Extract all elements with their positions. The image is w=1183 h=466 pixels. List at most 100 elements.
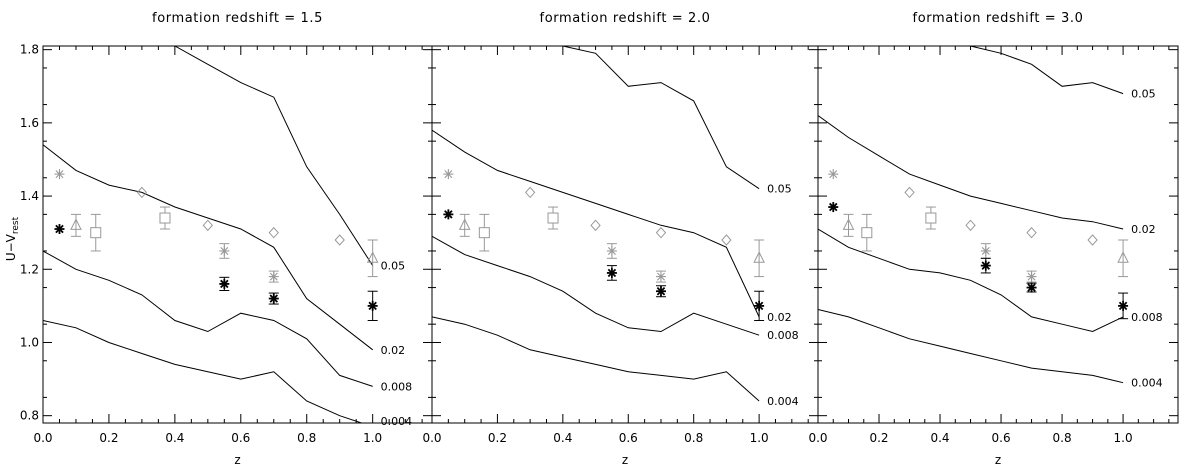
curve-label: 0.02 <box>381 344 406 357</box>
model-curves <box>43 46 374 423</box>
gray-asterisk-point <box>655 271 666 282</box>
gray-square-point <box>90 227 102 239</box>
gray-triangle-errorbar <box>754 239 765 278</box>
y-tick-label: 1.4 <box>20 189 39 203</box>
gray-diamond-point <box>202 219 214 232</box>
x-tick-label: 0.4 <box>930 431 949 445</box>
curve-0.004 <box>43 320 364 423</box>
gray-diamond-point <box>721 234 732 246</box>
black-asterisk-point <box>606 267 617 278</box>
x-tick-label: 0.4 <box>165 431 184 445</box>
gray-diamond-point <box>590 219 601 232</box>
x-tick-label: 1.0 <box>1114 431 1133 445</box>
curve-label: 0.008 <box>1131 311 1163 324</box>
curve-0.05 <box>969 46 1124 95</box>
curve-label: 0.004 <box>767 395 799 408</box>
panel-title: formation redshift = 3.0 <box>913 11 1084 26</box>
gray-triangle-point <box>366 251 379 263</box>
panel-frame <box>42 45 433 424</box>
curve-0.008 <box>43 250 373 387</box>
panel-1: formation redshift = 1.5 0.0 0.2 0.4 0.6 0.8 1… <box>20 11 433 466</box>
curve-label: 0.004 <box>381 415 413 428</box>
gray-triangle-errorbar <box>367 239 378 278</box>
y-axis-label-main: U−V <box>4 233 18 261</box>
y-axis-label: U−Vrest <box>4 216 21 261</box>
model-curves <box>432 46 760 402</box>
gray-asterisk-point <box>980 245 991 256</box>
x-tick-label: 1.0 <box>750 431 769 445</box>
x-tick-label: 0.6 <box>992 431 1011 445</box>
gray-triangle-errorbar <box>1118 239 1129 278</box>
x-tick-label: 0.0 <box>422 431 441 445</box>
gray-asterisk-point <box>54 169 65 180</box>
gray-square-point <box>478 227 490 239</box>
black-asterisk-point <box>655 286 666 297</box>
x-tick-label: 0.2 <box>99 431 118 445</box>
y-tick-label: 1.2 <box>20 262 39 276</box>
panel-title: formation redshift = 2.0 <box>540 11 711 26</box>
x-tick-label: 0.4 <box>553 431 572 445</box>
gray-asterisk-point <box>268 271 279 282</box>
curve-0.004 <box>818 309 1124 384</box>
gray-asterisk-point <box>443 169 454 180</box>
black-asterisk-point <box>219 278 230 289</box>
chart-panels: formation redshift = 1.5 0.0 0.2 0.4 0.6 0.8 1… <box>20 11 1179 466</box>
panel-frame <box>817 45 1179 424</box>
curve-0.004 <box>432 316 760 402</box>
black-asterisk-point <box>268 293 279 304</box>
black-asterisk-point <box>1118 300 1129 311</box>
gray-triangle-point <box>458 218 471 230</box>
gray-diamond-point <box>965 219 976 232</box>
panel-title: formation redshift = 1.5 <box>152 11 323 26</box>
x-tick-label: 0.2 <box>488 431 507 445</box>
panel-frame <box>431 45 819 424</box>
gray-triangle-point <box>1117 251 1129 263</box>
curve-0.02 <box>432 129 760 318</box>
curve-label: 0.05 <box>381 260 406 273</box>
gray-diamond-point <box>136 186 148 199</box>
x-tick-label: 0.8 <box>297 431 316 445</box>
panel-3: formation redshift = 3.0 0.0 0.2 0.4 0.6 0.8 1… <box>808 11 1179 466</box>
x-tick-label: 0.6 <box>619 431 638 445</box>
y-tick-label: 1.0 <box>20 335 39 349</box>
x-tick-label: 0.2 <box>869 431 888 445</box>
black-asterisk-point <box>443 209 454 220</box>
gray-triangle-errorbar <box>70 213 81 237</box>
curve-label: 0.008 <box>381 380 413 393</box>
gray-diamond-point <box>1026 226 1037 239</box>
curve-0.02 <box>818 115 1124 230</box>
curve-0.05 <box>137 46 374 266</box>
y-axis-label-sub: rest <box>11 216 21 234</box>
gray-diamond-point <box>904 186 915 199</box>
curve-0.05 <box>558 46 760 190</box>
x-tick-label: 0.0 <box>33 431 52 445</box>
x-tick-label: 0.6 <box>231 431 250 445</box>
gray-triangle-point <box>753 251 765 263</box>
curve-label: 0.02 <box>1131 223 1156 236</box>
gray-asterisk-point <box>219 245 230 256</box>
x-tick-label: 0.8 <box>684 431 703 445</box>
gray-asterisk-point <box>606 245 617 256</box>
x-tick-label: 1.0 <box>363 431 382 445</box>
black-asterisk-point <box>54 224 65 235</box>
gray-square-point <box>159 212 171 224</box>
x-tick-label: 0.0 <box>808 431 827 445</box>
black-asterisk-point <box>367 300 378 311</box>
gray-diamond-point <box>1087 234 1098 246</box>
gray-triangle-point <box>70 218 82 230</box>
curve-0.02 <box>43 144 374 351</box>
y-tick-label: 0.8 <box>20 409 39 423</box>
gray-diamond-point <box>524 186 536 199</box>
curve-0.008 <box>818 228 1124 333</box>
gray-diamond-point <box>655 226 667 239</box>
gray-triangle-errorbar <box>459 213 470 237</box>
gray-asterisk-point <box>1026 271 1037 282</box>
y-tick-label: 1.8 <box>20 43 39 57</box>
curve-label: 0.05 <box>767 183 792 196</box>
x-axis-label: z <box>995 453 1001 466</box>
curve-label: 0.004 <box>1131 377 1163 390</box>
black-asterisk-point <box>1026 282 1037 293</box>
curve-label: 0.02 <box>767 311 792 324</box>
gray-square-point <box>547 212 559 224</box>
x-tick-label: 0.8 <box>1053 431 1072 445</box>
